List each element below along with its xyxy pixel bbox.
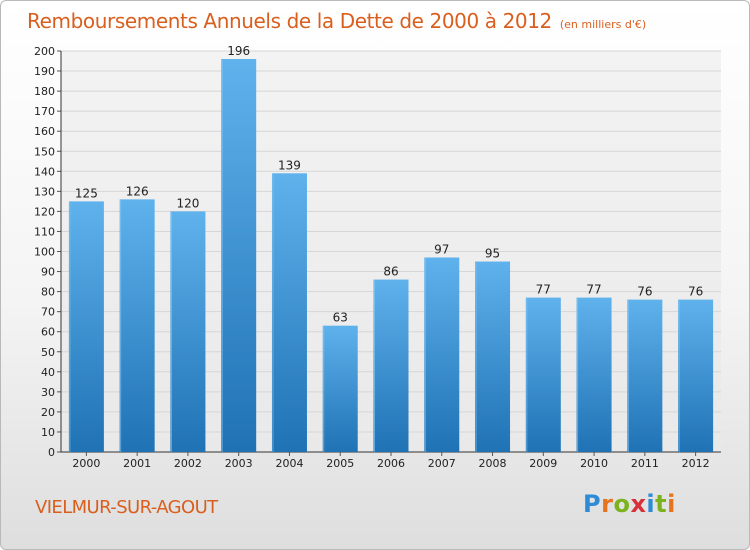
bar-2011 <box>627 299 663 452</box>
bar-2001 <box>119 199 155 452</box>
logo-letter: x <box>630 490 647 518</box>
y-tick-label: 80 <box>41 286 55 299</box>
y-tick-label: 200 <box>34 45 55 58</box>
y-tick-label: 150 <box>34 145 55 158</box>
bar-value-label: 76 <box>637 285 652 299</box>
x-tick-label: 2002 <box>174 457 202 470</box>
bar-2006 <box>373 279 409 452</box>
y-tick-label: 70 <box>41 306 55 319</box>
bar-2007 <box>424 257 460 452</box>
x-tick-label: 2006 <box>377 457 405 470</box>
bar-value-label: 196 <box>227 44 250 58</box>
y-tick-label: 110 <box>34 225 55 238</box>
logo-letter: i <box>667 490 676 518</box>
bar-2012 <box>678 299 714 452</box>
bar-2004 <box>271 173 307 452</box>
x-tick-label: 2005 <box>326 457 354 470</box>
y-tick-label: 90 <box>41 266 55 279</box>
bar-value-label: 76 <box>688 285 703 299</box>
y-tick-label: 170 <box>34 105 55 118</box>
x-tick-label: 2008 <box>479 457 507 470</box>
y-tick-label: 10 <box>41 426 55 439</box>
bar-value-label: 63 <box>333 311 348 325</box>
proxiti-logo[interactable]: Proxiti <box>583 490 676 518</box>
bar-2002 <box>170 211 206 452</box>
bar-value-label: 77 <box>536 283 551 297</box>
x-tick-label: 2004 <box>275 457 303 470</box>
bar-2010 <box>576 297 612 452</box>
bar-value-label: 86 <box>383 265 398 279</box>
y-tick-label: 130 <box>34 185 55 198</box>
chart-title: Remboursements Annuels de la Dette de 20… <box>27 9 646 33</box>
bar-value-label: 125 <box>75 186 98 200</box>
logo-letter: t <box>655 490 668 518</box>
x-tick-label: 2000 <box>72 457 100 470</box>
y-tick-label: 120 <box>34 205 55 218</box>
y-tick-label: 180 <box>34 85 55 98</box>
logo-letter: P <box>583 490 602 518</box>
bar-value-label: 120 <box>176 196 199 210</box>
y-tick-label: 0 <box>48 446 55 459</box>
logo-letter: r <box>601 490 614 518</box>
y-tick-label: 140 <box>34 165 55 178</box>
y-tick-label: 50 <box>41 346 55 359</box>
chart-title-unit: (en milliers d'€) <box>559 18 647 31</box>
y-tick-label: 190 <box>34 65 55 78</box>
x-tick-label: 2001 <box>123 457 151 470</box>
chart-title-main: Remboursements Annuels de la Dette de 20… <box>27 9 552 33</box>
bar-2008 <box>475 261 511 452</box>
y-tick-label: 100 <box>34 246 55 259</box>
town-name: VIELMUR-SUR-AGOUT <box>35 497 218 518</box>
x-tick-label: 2003 <box>225 457 253 470</box>
x-tick-label: 2012 <box>682 457 710 470</box>
bar-2003 <box>221 59 257 453</box>
bar-value-label: 126 <box>126 184 149 198</box>
bar-2000 <box>68 201 104 452</box>
y-tick-label: 20 <box>41 406 55 419</box>
y-tick-label: 30 <box>41 386 55 399</box>
bar-value-label: 77 <box>586 283 601 297</box>
y-tick-label: 60 <box>41 326 55 339</box>
logo-letter: i <box>646 490 656 518</box>
bar-value-label: 97 <box>434 243 449 257</box>
logo-letter: o <box>613 490 631 518</box>
bar-2005 <box>322 325 358 452</box>
x-tick-label: 2007 <box>428 457 456 470</box>
y-tick-label: 160 <box>34 125 55 138</box>
x-tick-label: 2009 <box>529 457 557 470</box>
x-tick-label: 2011 <box>631 457 659 470</box>
bar-value-label: 95 <box>485 247 500 261</box>
bar-value-label: 139 <box>278 158 301 172</box>
bar-2009 <box>525 297 561 452</box>
x-tick-label: 2010 <box>580 457 608 470</box>
y-tick-label: 40 <box>41 366 55 379</box>
